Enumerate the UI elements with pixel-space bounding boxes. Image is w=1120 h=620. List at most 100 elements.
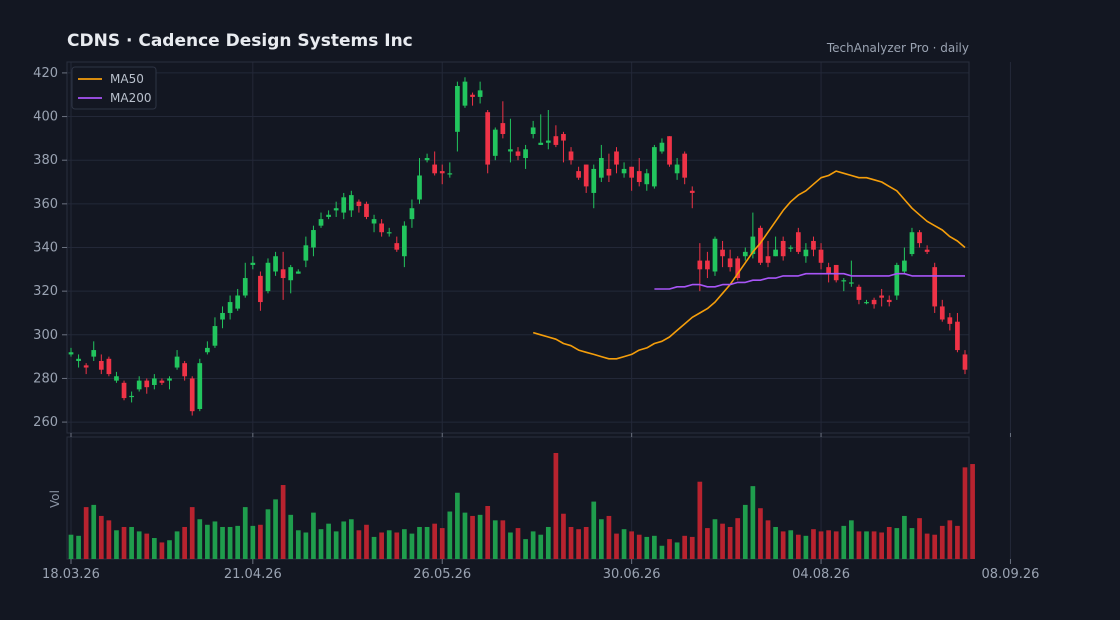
candle (576, 166, 581, 180)
volume-axis-label: Vol (48, 490, 62, 508)
candle-body (477, 90, 483, 97)
volume-bar (159, 542, 165, 559)
candle-body (227, 302, 233, 313)
candle-body (886, 299, 892, 303)
candle-body (258, 275, 263, 303)
volume-bar (727, 526, 733, 559)
y-tick-label: 400 (33, 110, 58, 125)
volume-bar (333, 531, 339, 559)
candle-body (379, 223, 384, 233)
volume-bar (424, 526, 430, 559)
candle (886, 295, 892, 307)
candle (515, 147, 521, 161)
y-tick-label: 380 (33, 153, 58, 168)
chart-subtitle: TechAnalyzer Pro · daily (826, 41, 969, 55)
candle-body (341, 197, 347, 213)
candle (636, 158, 642, 187)
candle (189, 376, 195, 416)
volume-bar (795, 534, 801, 559)
candle (523, 144, 528, 169)
candle-body (295, 271, 301, 274)
candle-body (159, 380, 165, 383)
candle-body (659, 142, 665, 152)
volume-bar (182, 526, 187, 559)
candle (303, 236, 309, 268)
volume-bar (614, 533, 619, 559)
volume-bar (326, 523, 331, 559)
y-tick-label: 420 (33, 66, 58, 81)
candle (439, 164, 445, 185)
volume-bar (197, 519, 203, 559)
candle-body (417, 175, 422, 200)
candle (955, 312, 960, 353)
volume-bar (386, 530, 392, 559)
candle-body (652, 147, 657, 187)
candle-body (530, 127, 536, 135)
volume-bar (258, 524, 263, 559)
candle (530, 120, 536, 139)
candle (720, 240, 725, 268)
volume-bar (606, 515, 612, 559)
candle-body (583, 164, 589, 187)
x-tick-label: 21.04.26 (224, 567, 282, 582)
candle-body (735, 258, 741, 279)
candle-body (742, 251, 748, 257)
volume-bar (773, 526, 778, 559)
candle-body (727, 258, 733, 268)
candle (174, 350, 180, 370)
candle (295, 269, 301, 274)
volume-bar (598, 519, 604, 559)
volume-bar (856, 531, 862, 559)
candle-body (576, 171, 581, 178)
x-tick-label: 04.08.26 (792, 567, 850, 582)
candle (811, 236, 816, 257)
volume-bar (833, 531, 839, 559)
candle-body (129, 395, 134, 398)
candle-body (447, 173, 453, 175)
candle (871, 297, 877, 309)
candle-body (98, 360, 104, 370)
candle-body (189, 378, 195, 412)
volume-bar (492, 520, 498, 559)
volume-bar (508, 532, 513, 559)
volume-bar (151, 538, 157, 559)
candle (273, 251, 278, 276)
candle-body (235, 295, 241, 309)
candle-body (318, 219, 324, 226)
candle (932, 262, 938, 313)
candle (447, 162, 453, 178)
candle-body (591, 168, 597, 193)
y-tick-label: 320 (33, 284, 58, 299)
candle (780, 236, 786, 261)
volume-bar (76, 535, 81, 559)
candle (538, 114, 544, 145)
volume-bar (220, 526, 225, 559)
candle-body (68, 352, 74, 355)
candle-body (765, 256, 771, 263)
candle-body (280, 269, 286, 279)
candle (424, 153, 430, 163)
candle (136, 376, 142, 392)
candle-body (174, 356, 180, 368)
candle (553, 125, 559, 148)
volume-bar (462, 512, 468, 559)
candle-body (348, 195, 354, 211)
x-axis: 18.03.26 21.04.26 26.05.26 30.06.26 04.08.26… (42, 433, 1039, 582)
candle (924, 245, 930, 255)
candle (356, 199, 362, 213)
volume-bar (341, 521, 347, 559)
volume-bar (568, 526, 574, 559)
candle (849, 260, 854, 287)
candle-body (902, 260, 907, 272)
volume-bar (121, 526, 127, 559)
candle-body (894, 264, 900, 296)
candle (705, 251, 710, 279)
volume-bar (659, 545, 665, 559)
candle-body (500, 123, 506, 135)
candle (894, 262, 900, 300)
legend-label: MA200 (110, 91, 151, 105)
volume-bar (348, 519, 354, 559)
candle (280, 251, 286, 300)
candle-body (780, 240, 786, 257)
candle (462, 77, 468, 108)
